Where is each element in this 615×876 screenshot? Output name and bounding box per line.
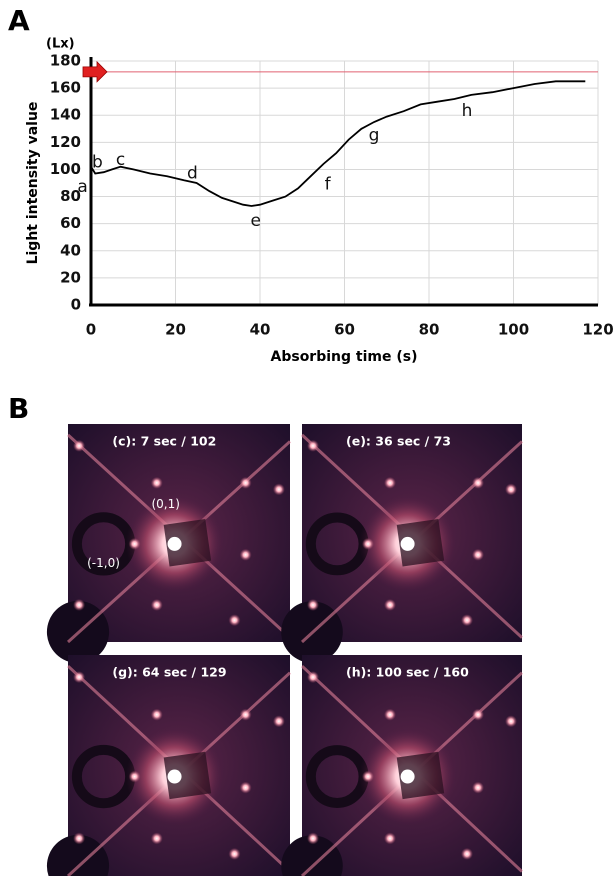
- center-spot: [400, 769, 415, 784]
- center-spot: [167, 769, 182, 784]
- shadow-blob: [46, 834, 110, 876]
- image-caption: (h): 100 sec / 160: [346, 665, 469, 680]
- y-axis-label: Light intensity value: [25, 102, 41, 265]
- bragg-spot: [384, 708, 396, 721]
- spot-label: (0,1): [151, 497, 179, 511]
- x-tick-label: 20: [165, 321, 186, 339]
- y-tick-label: 80: [60, 187, 81, 205]
- bragg-spot: [73, 598, 86, 611]
- bragg-spot: [239, 548, 252, 561]
- bragg-spot: [384, 832, 396, 845]
- x-axis-label: Absorbing time (s): [271, 349, 418, 365]
- bragg-spot: [472, 548, 484, 561]
- data-line: [90, 80, 586, 207]
- bragg-spot: [307, 671, 319, 684]
- bragg-spot: [73, 832, 86, 845]
- diffraction-image: (g): 64 sec / 129: [46, 655, 292, 876]
- diffraction-image: (e): 36 sec / 73: [281, 424, 524, 663]
- bragg-spot: [472, 781, 484, 794]
- bragg-spot: [505, 715, 517, 728]
- annotation: h: [462, 101, 473, 121]
- center-spot: [167, 536, 182, 551]
- bragg-spot: [362, 770, 374, 783]
- bragg-spot: [461, 614, 473, 627]
- y-tick-label: 160: [50, 79, 81, 97]
- bragg-spot: [307, 832, 319, 845]
- image-caption: (e): 36 sec / 73: [346, 434, 451, 449]
- bragg-spot: [239, 708, 252, 721]
- bragg-spot: [228, 847, 241, 860]
- bragg-spot: [505, 483, 517, 496]
- bragg-spot: [272, 715, 285, 728]
- x-tick-label: 0: [86, 321, 96, 339]
- bragg-spot: [128, 537, 141, 550]
- x-tick-label: 100: [498, 321, 529, 339]
- annotation: a: [77, 177, 87, 197]
- bragg-spot: [384, 476, 396, 489]
- bragg-spot: [272, 483, 285, 496]
- y-tick-label: 180: [50, 52, 81, 70]
- x-tick-label: 80: [419, 321, 440, 339]
- bragg-spot: [472, 476, 484, 489]
- x-tick-label: 120: [582, 321, 613, 339]
- bragg-spot: [150, 832, 163, 845]
- beam-stop: [163, 751, 212, 800]
- bragg-spot: [150, 598, 163, 611]
- spot-label: (-1,0): [87, 556, 120, 570]
- annotation: e: [251, 211, 261, 231]
- panel-label: B: [8, 392, 29, 425]
- bragg-spot: [150, 476, 163, 489]
- bragg-spot: [362, 537, 374, 550]
- bragg-spot: [461, 847, 473, 860]
- reference-arrow: [82, 60, 108, 83]
- y-tick-label: 100: [50, 160, 81, 178]
- x-tick-label: 40: [250, 321, 271, 339]
- shadow-blob: [281, 835, 343, 876]
- annotation: c: [116, 150, 125, 170]
- bragg-spot: [73, 439, 86, 452]
- bragg-spot: [384, 598, 396, 611]
- beam-stop: [163, 519, 212, 567]
- bragg-spot: [307, 598, 319, 611]
- bragg-spot: [128, 770, 141, 783]
- bragg-spot: [228, 614, 241, 627]
- diffraction-image: (h): 100 sec / 160: [281, 655, 524, 876]
- y-tick-label: 0: [71, 296, 81, 314]
- beam-stop: [396, 751, 445, 800]
- bragg-spot: [150, 708, 163, 721]
- diffraction-image: (c): 7 sec / 102 (0,1) (-1,0): [46, 424, 292, 664]
- y-tick-label: 140: [50, 106, 81, 124]
- y-tick-label: 60: [60, 214, 81, 232]
- annotation: b: [92, 153, 103, 173]
- bragg-spot: [73, 671, 86, 684]
- annotation: f: [325, 174, 332, 194]
- y-unit: (Lx): [46, 37, 75, 52]
- annotation: g: [369, 126, 380, 146]
- bragg-spot: [239, 781, 252, 794]
- y-tick-label: 20: [60, 268, 81, 286]
- image-caption: (g): 64 sec / 129: [112, 665, 226, 680]
- bragg-spot: [307, 439, 319, 452]
- y-tick-label: 40: [60, 241, 81, 259]
- bragg-spot: [472, 708, 484, 721]
- center-spot: [400, 536, 415, 551]
- image-caption: (c): 7 sec / 102: [112, 434, 216, 449]
- annotation: d: [187, 164, 198, 184]
- bragg-spot: [239, 476, 252, 489]
- y-tick-label: 120: [50, 133, 81, 151]
- beam-stop: [396, 519, 445, 567]
- x-tick-label: 60: [334, 321, 355, 339]
- panel-label: A: [8, 4, 30, 37]
